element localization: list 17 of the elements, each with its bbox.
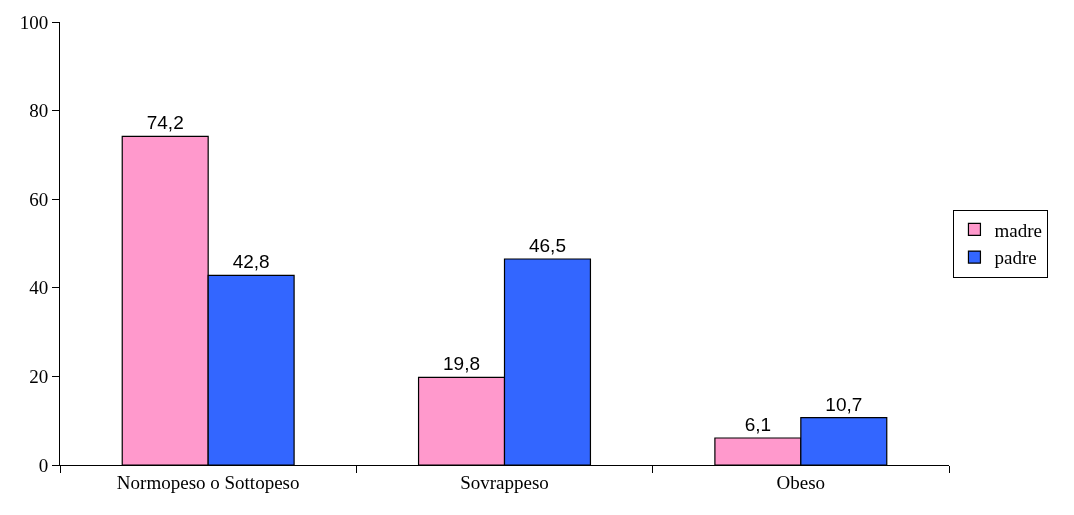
data-label: 19,8: [443, 353, 481, 375]
data-label: 6,1: [744, 413, 772, 435]
y-tick-label: 80: [29, 100, 49, 122]
data-label: 74,2: [146, 112, 184, 134]
y-tick-label: 0: [38, 454, 49, 476]
x-tick-label: Obeso: [776, 471, 826, 493]
data-label: 46,5: [528, 235, 566, 257]
y-tick-label: 60: [29, 188, 49, 210]
y-tick-label: 40: [29, 277, 49, 299]
x-tick-label: Normopeso o Sottopeso: [116, 471, 300, 493]
data-label: 42,8: [232, 251, 270, 273]
legend-label: padre: [994, 247, 1037, 269]
y-tick-label: 20: [29, 366, 49, 388]
data-label: 10,7: [825, 393, 863, 415]
legend-label: madre: [994, 219, 1042, 241]
x-tick-label: Sovrappeso: [460, 471, 549, 493]
y-tick-label: 100: [19, 11, 49, 33]
